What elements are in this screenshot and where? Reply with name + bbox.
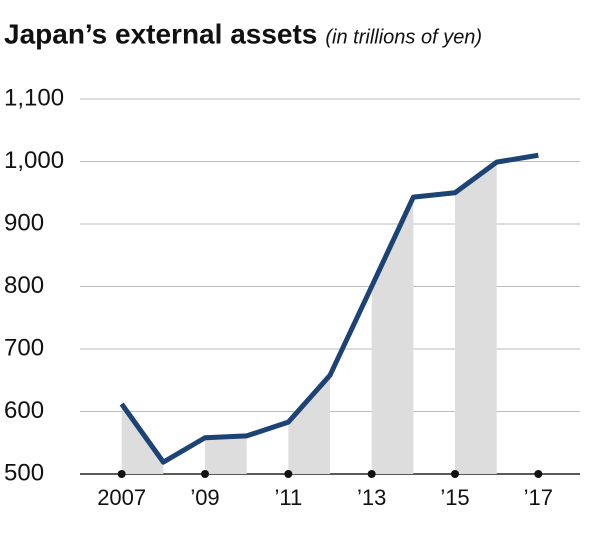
chart-title: Japan’s external assets <box>4 18 317 49</box>
line <box>119 152 539 465</box>
y-tick-label: 900 <box>4 209 44 236</box>
x-tick-dot <box>451 470 459 478</box>
y-tick-label: 500 <box>4 459 44 486</box>
x-tick-label: 2007 <box>97 485 146 510</box>
shaded-area <box>455 162 497 474</box>
x-tick-dot <box>534 470 543 478</box>
shaded-area <box>205 435 247 474</box>
y-tick-label: 600 <box>4 397 44 424</box>
x-tick-dot <box>201 470 209 478</box>
x-tick-dot <box>284 470 293 478</box>
y-tick-label: 800 <box>4 272 44 299</box>
x-tick-label: ’13 <box>357 485 386 510</box>
y-tick-label: 1,100 <box>4 84 64 111</box>
x-tick-dot <box>367 470 376 478</box>
x-tick-label: ’09 <box>190 485 219 510</box>
shaded-area <box>288 375 330 474</box>
x-tick-dot <box>117 470 126 478</box>
y-tick-label: 700 <box>4 334 44 361</box>
x-tick-label: ’15 <box>440 485 469 510</box>
chart-subtitle: (in trillions of yen) <box>325 26 482 48</box>
y-tick-label: 1,000 <box>4 147 64 174</box>
x-tick-label: ’17 <box>524 485 553 510</box>
x-tick-label: ’11 <box>274 485 302 510</box>
